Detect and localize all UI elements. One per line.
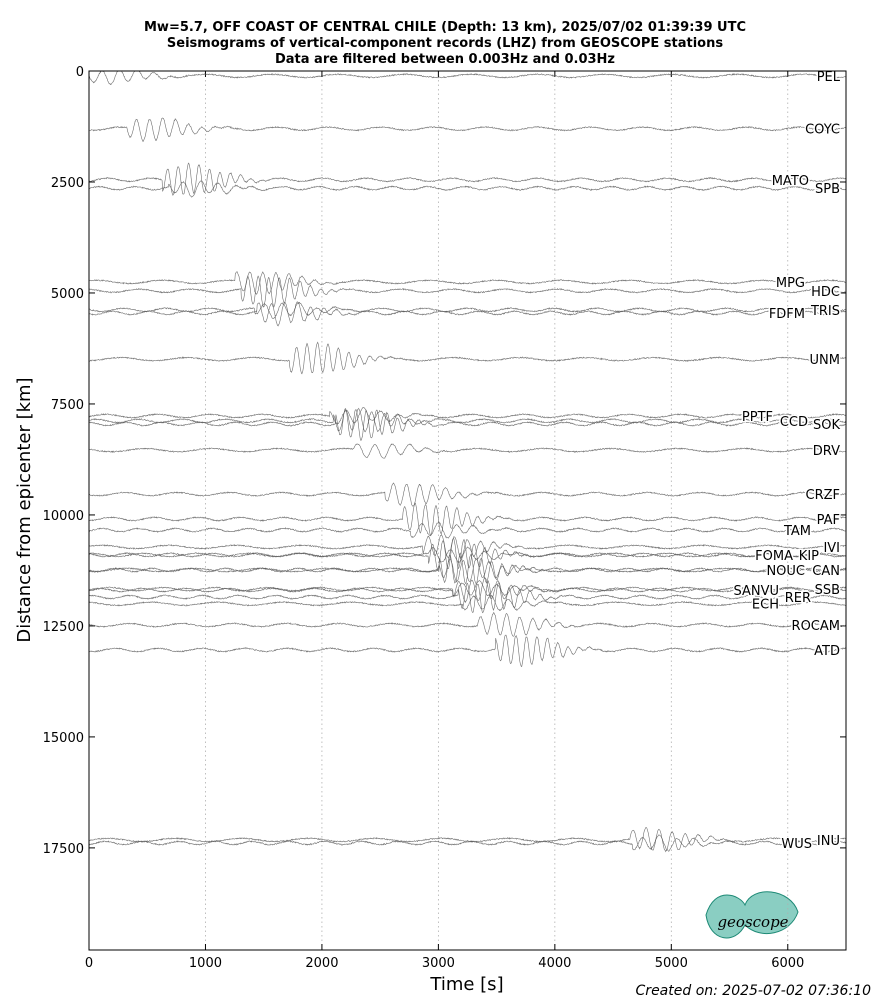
trace xyxy=(89,538,846,570)
y-tick-label: 10000 xyxy=(43,509,84,524)
station-label: SSB xyxy=(815,583,840,598)
trace xyxy=(89,834,846,852)
x-tick-label: 3000 xyxy=(422,956,455,971)
station-label: SANVU xyxy=(733,584,779,599)
trace xyxy=(89,546,846,563)
trace xyxy=(89,482,846,507)
traces xyxy=(89,71,846,853)
trace xyxy=(89,71,846,85)
x-tick-label: 1000 xyxy=(189,956,222,971)
trace xyxy=(89,341,846,375)
station-label: CCD xyxy=(780,415,808,430)
y-tick-label: 15000 xyxy=(43,731,84,746)
station-label: DRV xyxy=(813,444,840,459)
station-label: SPB xyxy=(815,182,840,197)
station-label: CRZF xyxy=(806,488,841,503)
station-label: COYC xyxy=(805,123,840,138)
station-label: MPG xyxy=(776,276,805,291)
trace xyxy=(89,580,846,614)
title-line: Mw=5.7, OFF COAST OF CENTRAL CHILE (Dept… xyxy=(144,20,746,35)
trace xyxy=(89,594,846,612)
trace xyxy=(89,580,846,597)
title-line: Seismograms of vertical-component record… xyxy=(167,36,723,51)
station-label: TAM xyxy=(783,524,811,539)
station-label: RER xyxy=(785,591,811,606)
logo-text: geoscope xyxy=(717,913,788,931)
logo-shape xyxy=(705,891,799,939)
station-label: ATD xyxy=(814,644,840,659)
created-note: Created on: 2025-07-02 07:36:10 xyxy=(636,983,872,999)
x-tick-label: 0 xyxy=(85,956,93,971)
y-tick-label: 7500 xyxy=(51,398,84,413)
trace xyxy=(89,634,846,668)
trace xyxy=(89,534,846,559)
trace xyxy=(89,301,846,319)
y-tick-label: 12500 xyxy=(43,620,84,635)
station-label: MATO xyxy=(772,174,809,189)
trace xyxy=(89,407,846,433)
station-label: INU xyxy=(817,834,840,849)
station-label: FDFM xyxy=(769,307,805,322)
station-label: PEL xyxy=(817,70,841,85)
station-label: IVI xyxy=(823,541,840,556)
trace xyxy=(89,162,846,196)
x-tick-label: 6000 xyxy=(771,956,804,971)
x-axis-label: Time [s] xyxy=(429,974,503,995)
station-label: PAF xyxy=(817,513,840,528)
station-label: KIP xyxy=(799,549,819,564)
station-label: PPTF xyxy=(742,410,773,425)
station-label: SOK xyxy=(813,418,840,433)
station-label: WUS xyxy=(781,837,812,852)
trace xyxy=(89,521,846,539)
station-label: FOMA xyxy=(755,549,793,564)
trace xyxy=(89,408,846,441)
x-tick-label: 4000 xyxy=(538,956,571,971)
trace xyxy=(89,502,846,536)
x-tick-label: 5000 xyxy=(655,956,688,971)
trace xyxy=(89,827,846,853)
station-label: ROCAM xyxy=(792,619,840,634)
trace xyxy=(89,301,846,327)
logo: geoscope xyxy=(705,891,799,939)
trace xyxy=(89,611,846,637)
title-line: Data are filtered between 0.003Hz and 0.… xyxy=(275,52,615,67)
trace xyxy=(89,552,846,584)
y-tick-label: 17500 xyxy=(43,842,84,857)
trace xyxy=(89,576,846,604)
station-label: UNM xyxy=(810,353,840,368)
y-tick-label: 2500 xyxy=(51,176,84,191)
trace xyxy=(89,443,846,459)
station-label: NOUC xyxy=(766,564,805,579)
station-label: CAN xyxy=(812,564,840,579)
trace xyxy=(89,117,846,143)
station-label: HDC xyxy=(811,285,840,300)
station-label: ECH xyxy=(752,598,779,613)
trace xyxy=(89,180,846,198)
trace xyxy=(89,407,846,425)
station-label: TRIS xyxy=(810,304,840,319)
y-tick-label: 0 xyxy=(76,65,84,80)
plot-frame xyxy=(88,70,847,951)
trace xyxy=(89,271,846,295)
y-axis-label: Distance from epicenter [km] xyxy=(14,377,35,642)
y-tick-label: 5000 xyxy=(51,287,84,302)
trace xyxy=(89,275,846,308)
x-tick-label: 2000 xyxy=(305,956,338,971)
